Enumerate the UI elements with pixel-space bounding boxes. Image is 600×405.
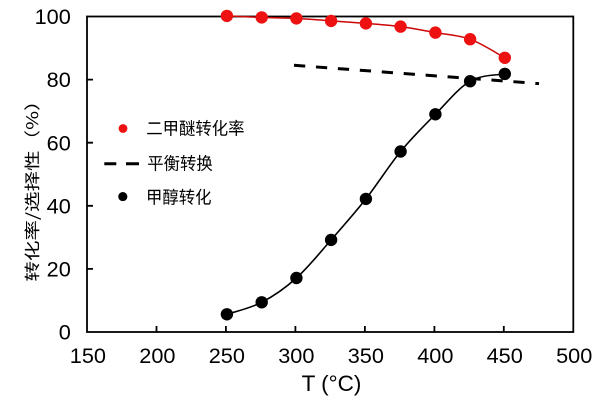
svg-text:450: 450: [487, 343, 523, 368]
svg-text:150: 150: [70, 343, 106, 368]
svg-text:300: 300: [278, 343, 314, 368]
svg-text:60: 60: [47, 130, 71, 155]
svg-text:500: 500: [556, 343, 592, 368]
svg-text:400: 400: [417, 343, 453, 368]
svg-text:80: 80: [47, 67, 71, 92]
svg-text:20: 20: [47, 257, 71, 282]
svg-text:350: 350: [348, 343, 384, 368]
svg-text:100: 100: [35, 4, 71, 29]
svg-text:250: 250: [209, 343, 245, 368]
svg-text:0: 0: [59, 320, 71, 345]
svg-text:T (°C): T (°C): [302, 371, 362, 396]
svg-text:200: 200: [139, 343, 175, 368]
svg-text:40: 40: [47, 193, 71, 218]
